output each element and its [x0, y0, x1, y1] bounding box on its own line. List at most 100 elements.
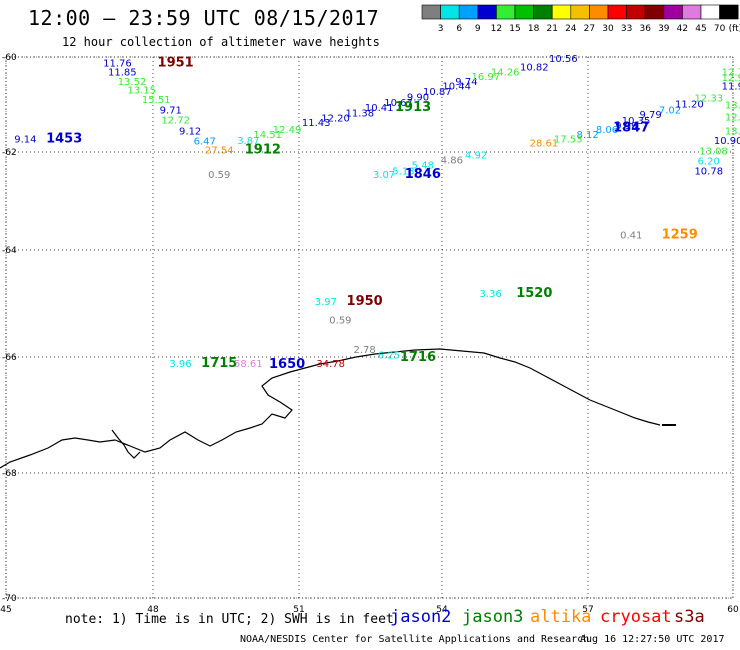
wave-height-label: 10.35 [622, 116, 651, 127]
wave-height-label: 34.78 [316, 359, 345, 370]
wave-height-label: 11.38 [345, 109, 374, 120]
antarctic-coastline [0, 348, 676, 469]
coastline-inlet [111, 429, 141, 459]
wave-height-label: 3.96 [169, 359, 191, 370]
observation-time-1453: 1453 [46, 132, 82, 147]
wave-height-label: 5.48 [412, 160, 434, 171]
wave-height-label: 28.61 [530, 139, 559, 150]
observation-time-1951: 1951 [158, 56, 194, 71]
wave-height-label: 15.51 [142, 95, 171, 106]
wave-height-label: 10.41 [365, 103, 394, 114]
wave-height-label: 7.02 [659, 105, 681, 116]
wave-height-label: 12.49 [273, 125, 302, 136]
lon-tick-60: 60 [727, 605, 739, 615]
satellite-altika-label: altika [530, 607, 592, 627]
wave-height-label: 6.20 [698, 156, 720, 167]
legend-label-18: 18 [528, 24, 540, 34]
lat-tick--60: -60 [2, 53, 17, 63]
lat-tick--70: -70 [2, 594, 17, 604]
map-frame [5, 56, 734, 599]
lat-tick--66: -66 [2, 353, 17, 363]
wave-height-label: 10.78 [694, 167, 723, 178]
map-subtitle: 12 hour collection of altimeter wave hei… [62, 35, 380, 49]
wave-height-label: 12.9 [725, 112, 740, 123]
wave-height-label: 2.78 [354, 345, 376, 356]
legend-label-45: 45 [695, 24, 706, 34]
wave-height-label: 9.12 [179, 127, 201, 138]
observation-time-1912: 1912 [245, 143, 281, 158]
wave-height-label: 13.08 [699, 147, 728, 158]
generation-timestamp: Aug 16 12:27:50 UTC 2017 [580, 634, 725, 645]
wave-height-label: 0.41 [620, 230, 642, 241]
wave-height-label: 13.15 [127, 85, 156, 96]
credit-line: NOAA/NESDIS Center for Satellite Applica… [240, 634, 590, 645]
wave-height-label: 0.59 [329, 316, 351, 327]
legend-label-70: 70 [714, 24, 726, 34]
wave-height-label: 12.73 [722, 67, 740, 78]
lon-tick-57: 57 [582, 605, 593, 615]
wave-height-label: 9.14 [14, 135, 36, 146]
wave-height-label: 9.90 [407, 92, 429, 103]
coastline-path [0, 348, 661, 469]
wave-height-label: 5.13 [392, 167, 414, 178]
legend-label-21: 21 [546, 24, 557, 34]
lat-lon-grid: 45 48 51 54 57 60 -60 -62 -64 -66 -68 -70 [0, 53, 739, 615]
wave-height-label: 10.44 [442, 82, 471, 93]
legend-label-27: 27 [584, 24, 595, 34]
lon-tick-48: 48 [147, 605, 159, 615]
wave-height-label: 13.52 [118, 77, 147, 88]
observation-time-1847: 1847 [613, 120, 649, 135]
wave-height-label: 11.85 [108, 67, 137, 78]
observation-labels: 195111.7611.8513.5213.1515.519.7112.729.… [14, 54, 740, 372]
wave-height-label: 3.07 [373, 170, 395, 181]
wave-height-label: 0.59 [208, 170, 230, 181]
footer-note: note: 1) Time is in UTC; 2) SWH is in fe… [65, 612, 394, 627]
observation-time-1715: 1715 [201, 356, 237, 371]
lat-tick--68: -68 [2, 469, 17, 479]
legend-label-3: 3 [438, 24, 444, 34]
wave-height-label: 13.2 [725, 127, 740, 138]
legend-label-39: 39 [658, 24, 670, 34]
wave-height-label: 10.87 [423, 87, 452, 98]
wave-height-label: 11.20 [675, 100, 704, 111]
wave-height-label: 4.92 [465, 150, 487, 161]
wave-height-label: 9.71 [160, 105, 182, 116]
lon-tick-45: 45 [0, 605, 11, 615]
wave-height-label: 11.43 [302, 118, 331, 129]
legend-label-33: 33 [621, 24, 632, 34]
legend-label-15: 15 [509, 24, 520, 34]
legend-label-36: 36 [639, 24, 651, 34]
satellite-jason3-label: jason3 [462, 607, 524, 627]
wave-height-label: 10.90 [714, 136, 740, 147]
wave-height-label: 10.67 [384, 98, 413, 109]
wave-height-label: 12.33 [694, 93, 723, 104]
wave-height-label: 9.74 [455, 77, 477, 88]
wave-height-label: 12.20 [321, 113, 350, 124]
wave-height-label: 3.97 [315, 297, 337, 308]
legend-label-6: 6 [456, 24, 462, 34]
satellite-cryosat-label: cryosat [600, 607, 672, 627]
wave-height-label: 9.99 [615, 121, 637, 132]
wave-height-label: 10.56 [549, 54, 578, 65]
satellite-jason2-label: jason2 [390, 607, 452, 627]
lon-tick-54: 54 [436, 605, 448, 615]
observation-time-1259: 1259 [662, 227, 698, 242]
wave-height-label: 12.96 [722, 73, 740, 84]
wave-height-label: 4.86 [441, 155, 463, 166]
wave-height-label: 3.87 [237, 136, 259, 147]
observation-time-1846: 1846 [405, 167, 441, 182]
wave-height-label: 8.12 [576, 130, 598, 141]
legend-unit: (ft) [729, 24, 740, 34]
observation-time-1716: 1716 [400, 350, 436, 365]
legend-label-9: 9 [475, 24, 481, 34]
wave-height-label: 8.06 [596, 125, 618, 136]
wave-height-label: 13.2 [725, 101, 740, 112]
wave-height-label: 17.53 [554, 135, 583, 146]
legend-label-12: 12 [491, 24, 502, 34]
observation-time-1913: 1913 [395, 100, 431, 115]
legend-label-42: 42 [677, 24, 688, 34]
wave-height-label: 11.90 [722, 82, 740, 93]
wave-height-label: 10.82 [520, 63, 549, 74]
